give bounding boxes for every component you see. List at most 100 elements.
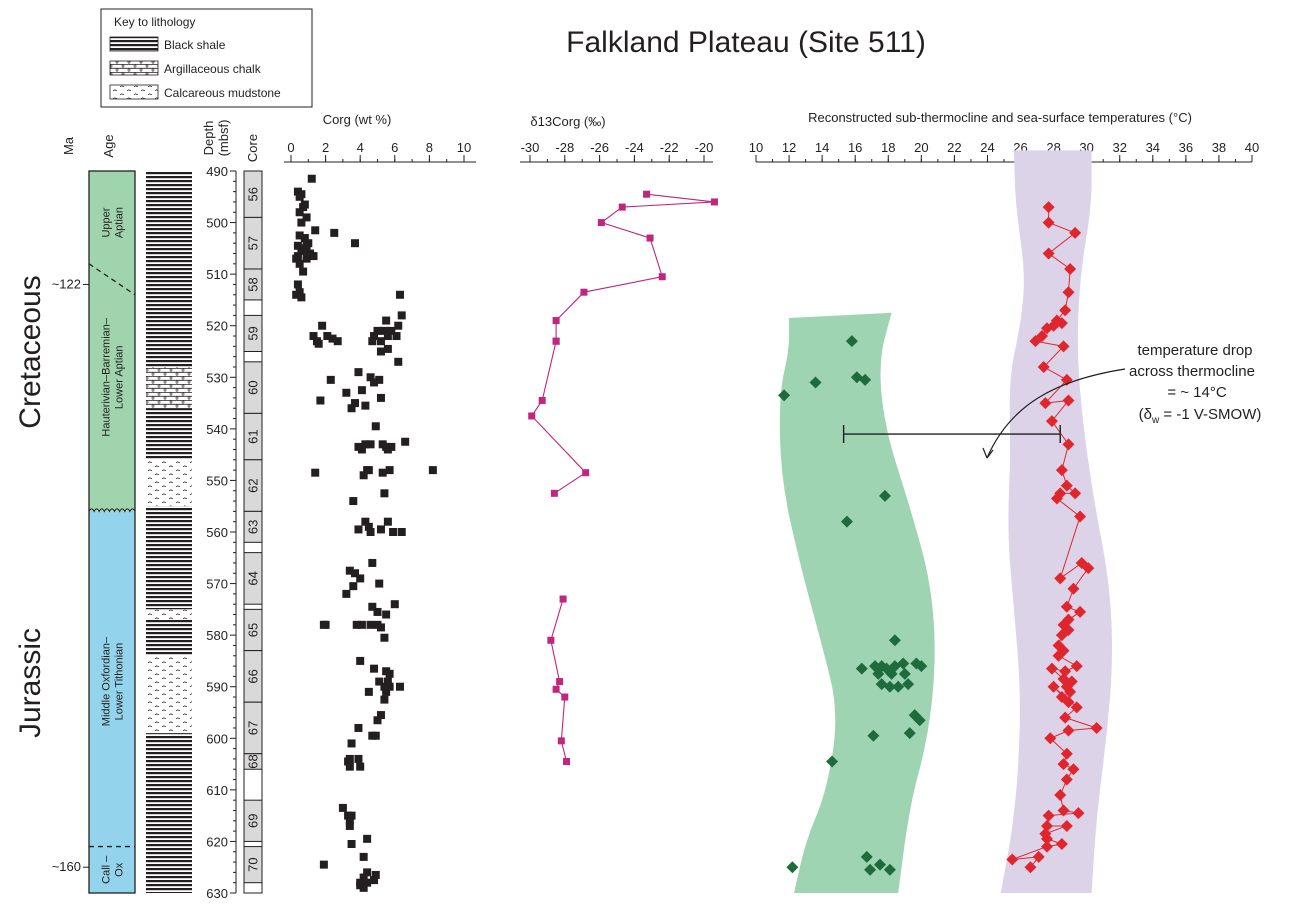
depth-tick-label: 580 — [206, 628, 228, 643]
core-section — [243, 552, 263, 605]
corg-point — [394, 357, 403, 366]
corg-point — [311, 226, 320, 235]
d13c-point — [547, 636, 555, 644]
era-label-jurassic: Jurassic — [14, 628, 47, 738]
corg-point — [326, 375, 335, 384]
corg-point — [295, 231, 304, 240]
lithology-interval — [146, 655, 192, 734]
corg-point — [376, 623, 385, 632]
corg-point — [375, 375, 384, 384]
core-label: 57 — [246, 236, 261, 250]
sub-thermocline-point — [867, 729, 880, 742]
sub-thermocline-point — [902, 678, 915, 691]
corg-point — [359, 883, 368, 892]
corg-point — [376, 525, 385, 534]
depth-tick-label: 610 — [206, 783, 228, 798]
corg-point — [364, 522, 373, 531]
age-tick-label: ~122 — [52, 276, 81, 291]
corg-point — [357, 445, 366, 454]
age-column: UpperAptian Hauterivian–Barremian–Lower A… — [52, 170, 136, 894]
sea-surface-point — [1062, 696, 1075, 709]
d13c-point — [646, 234, 654, 242]
corg-point — [371, 870, 380, 879]
sub-thermocline-point — [878, 489, 891, 502]
x-tick-label: 40 — [1245, 140, 1259, 155]
corg-point — [299, 267, 308, 276]
x-tick-label: 6 — [391, 140, 398, 155]
age-column-header: Age — [101, 134, 116, 157]
corg-point — [347, 404, 356, 413]
sea-surface-point — [1055, 629, 1068, 642]
depth-column-header: Depth — [201, 121, 216, 156]
corg-point — [295, 208, 304, 217]
corg-point — [380, 633, 389, 642]
sea-surface-point — [1059, 304, 1072, 317]
corg-point — [354, 754, 363, 763]
d13c-point — [550, 489, 558, 497]
sea-surface-point — [1052, 649, 1065, 662]
corg-point — [300, 234, 309, 243]
age-column-frame — [88, 170, 136, 894]
corg-point — [366, 373, 375, 382]
corg-point — [359, 471, 368, 480]
sub-thermocline-band — [779, 312, 935, 894]
x-tick-label: 16 — [848, 140, 862, 155]
sea-surface-point — [1062, 394, 1075, 407]
sub-thermocline-point — [786, 861, 799, 874]
age-unit-label-line: Call – — [101, 855, 113, 884]
lithology-interval — [146, 408, 192, 460]
corg-point — [371, 731, 380, 740]
corg-point — [356, 574, 365, 583]
corg-point — [382, 687, 391, 696]
sea-surface-point — [1062, 724, 1075, 737]
annotation-formula: (δw = -1 V-SMOW) — [1139, 406, 1262, 426]
sea-surface-point — [1060, 747, 1073, 760]
sea-surface-point — [1057, 804, 1070, 817]
sea-surface-point — [1045, 415, 1058, 428]
sea-surface-point — [1067, 763, 1080, 776]
core-section — [243, 846, 263, 884]
corg-point — [295, 259, 304, 268]
corg-point — [292, 254, 301, 263]
corg-point — [382, 610, 391, 619]
sub-thermocline-point — [872, 667, 885, 680]
core-label: 63 — [246, 520, 261, 534]
sea-surface-point — [1067, 582, 1080, 595]
sub-thermocline-point — [845, 335, 858, 348]
core-label: 58 — [246, 277, 261, 291]
corg-point — [361, 440, 370, 449]
corg-point — [328, 334, 337, 343]
key-title: Key to lithology — [114, 15, 195, 29]
corg-point — [368, 558, 377, 567]
corg-point — [382, 316, 391, 325]
d13c-point — [552, 337, 560, 345]
x-tick-label: 20 — [914, 140, 928, 155]
annotation-arrow — [986, 368, 1126, 459]
corg-point — [389, 528, 398, 536]
corg-point — [323, 332, 332, 341]
age-unit-label: UpperAptian — [101, 207, 126, 238]
x-tick-label: -22 — [660, 140, 679, 155]
corg-point — [309, 252, 318, 261]
corg-point — [338, 803, 347, 812]
corg-point — [299, 246, 308, 255]
sub-thermocline-point — [903, 727, 916, 740]
corg-point — [383, 517, 392, 526]
d13c-point — [658, 273, 666, 281]
corg-point — [354, 723, 363, 732]
sea-surface-point — [1050, 492, 1063, 505]
sea-surface-point — [1060, 600, 1073, 613]
corg-point — [345, 566, 354, 575]
key-swatch-black-shale — [109, 36, 159, 52]
corg-point — [380, 682, 389, 691]
core-label: 66 — [246, 669, 261, 683]
corg-point — [309, 332, 318, 341]
corg-point — [370, 664, 379, 673]
sea-surface-point — [1040, 840, 1053, 853]
corg-point — [363, 834, 372, 843]
corg-point — [375, 677, 384, 686]
sub-thermocline-point — [840, 515, 853, 528]
corg-point — [380, 695, 389, 704]
corg-point — [319, 620, 328, 629]
